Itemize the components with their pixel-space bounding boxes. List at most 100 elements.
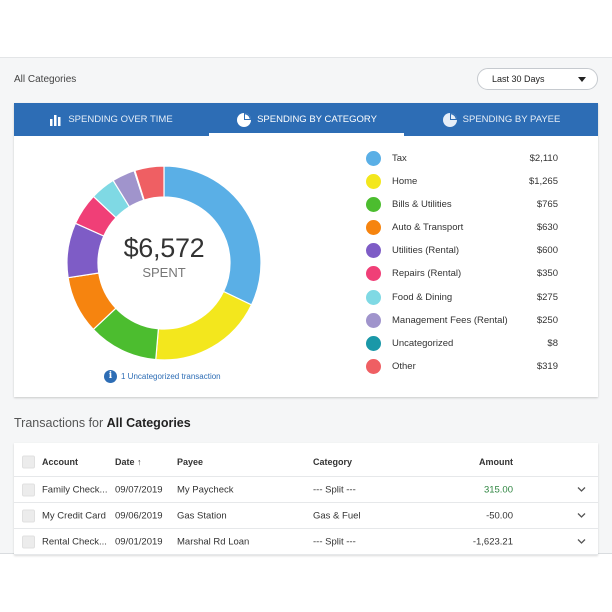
column-date[interactable]: Date ↑ xyxy=(115,457,142,467)
transactions-title: Transactions for All Categories xyxy=(14,416,191,430)
legend-item[interactable]: Food & Dining $275 xyxy=(366,288,558,311)
legend-swatch xyxy=(366,197,381,213)
row-payee: Marshal Rd Loan xyxy=(177,536,250,547)
row-checkbox[interactable] xyxy=(22,509,35,522)
table-row[interactable]: Family Check... 09/07/2019 My Paycheck --- … xyxy=(14,477,598,503)
legend-value: $600 xyxy=(536,245,558,257)
tab-bar: SPENDING OVER TIME SPENDING BY CATEGORY … xyxy=(14,103,598,136)
tab-label: SPENDING BY PAYEE xyxy=(462,114,561,125)
legend-value: $319 xyxy=(536,360,558,372)
legend-label: Repairs (Rental) xyxy=(392,268,462,280)
bar-chart-icon xyxy=(50,114,61,126)
chevron-down-icon[interactable] xyxy=(577,510,586,521)
table-row[interactable]: Rental Check... 09/01/2019 Marshal Rd Loan… xyxy=(14,529,598,555)
transactions-title-prefix: Transactions for xyxy=(14,416,104,430)
category-legend: Tax $2,110 Home $1,265 Bills & Utilities $765… xyxy=(366,149,558,380)
select-all-checkbox[interactable] xyxy=(22,455,35,468)
tab-spending-by-category[interactable]: SPENDING BY CATEGORY xyxy=(209,103,404,136)
period-select[interactable]: Last 30 Days xyxy=(477,68,598,90)
legend-label: Uncategorized xyxy=(392,337,454,349)
legend-item[interactable]: Uncategorized $8 xyxy=(366,334,558,357)
donut-svg xyxy=(66,165,262,361)
column-payee[interactable]: Payee xyxy=(177,456,204,467)
app-frame: All Categories Last 30 Days SPENDING OVE… xyxy=(0,57,612,555)
row-account: Family Check... xyxy=(42,484,108,495)
row-amount: 315.00 xyxy=(483,484,513,495)
category-filter-label: All Categories xyxy=(14,74,77,85)
caret-down-icon xyxy=(578,77,586,82)
legend-value: $275 xyxy=(536,291,558,303)
sort-ascending-icon: ↑ xyxy=(137,456,142,467)
total-spent-label: SPENT xyxy=(142,265,186,280)
legend-value: $765 xyxy=(536,199,558,211)
column-amount[interactable]: Amount xyxy=(479,456,513,467)
row-account: My Credit Card xyxy=(42,510,106,521)
tab-label: SPENDING OVER TIME xyxy=(68,114,173,125)
legend-item[interactable]: Management Fees (Rental) $250 xyxy=(366,311,558,334)
row-amount: -50.00 xyxy=(486,510,513,521)
legend-label: Bills & Utilities xyxy=(392,199,452,211)
legend-label: Food & Dining xyxy=(392,291,453,303)
row-category[interactable]: --- Split --- xyxy=(313,536,356,547)
legend-item[interactable]: Other $319 xyxy=(366,357,558,380)
row-date: 09/07/2019 xyxy=(115,484,163,495)
legend-value: $2,110 xyxy=(529,153,558,164)
legend-label: Tax xyxy=(392,153,407,164)
tab-spending-by-payee[interactable]: SPENDING BY PAYEE xyxy=(404,103,598,136)
legend-value: $250 xyxy=(536,314,558,326)
legend-swatch xyxy=(366,151,381,166)
period-select-value: Last 30 Days xyxy=(492,74,545,84)
row-payee: My Paycheck xyxy=(177,484,234,495)
legend-swatch xyxy=(366,335,381,351)
tab-spending-over-time[interactable]: SPENDING OVER TIME xyxy=(14,103,209,136)
legend-swatch xyxy=(366,289,381,305)
row-checkbox[interactable] xyxy=(22,535,35,548)
legend-label: Other xyxy=(392,360,416,372)
column-account[interactable]: Account xyxy=(42,456,78,467)
legend-swatch xyxy=(366,174,381,190)
legend-value: $8 xyxy=(547,337,558,349)
pie-chart-icon xyxy=(237,112,252,127)
table-row[interactable]: My Credit Card 09/06/2019 Gas Station Gas &… xyxy=(14,503,598,529)
legend-item[interactable]: Tax $2,110 xyxy=(366,149,558,172)
row-category[interactable]: --- Split --- xyxy=(313,484,356,495)
uncategorized-link[interactable]: i 1 Uncategorized transaction xyxy=(104,369,221,383)
legend-item[interactable]: Auto & Transport $630 xyxy=(366,218,558,241)
column-date-label: Date xyxy=(115,456,135,467)
filter-bar: All Categories Last 30 Days xyxy=(0,58,612,100)
uncategorized-link-text: 1 Uncategorized transaction xyxy=(121,371,221,381)
total-spent-amount: $6,572 xyxy=(123,233,205,263)
info-icon: i xyxy=(104,369,117,383)
donut-slice[interactable] xyxy=(155,290,253,361)
pie-chart-icon xyxy=(442,112,457,127)
table-header: Account Date ↑ Payee Category Amount xyxy=(14,447,598,477)
tab-label: SPENDING BY CATEGORY xyxy=(257,114,377,125)
row-date: 09/01/2019 xyxy=(115,536,163,547)
legend-swatch xyxy=(366,220,381,236)
row-date: 09/06/2019 xyxy=(115,510,163,521)
spending-card: SPENDING OVER TIME SPENDING BY CATEGORY … xyxy=(14,103,598,397)
legend-label: Management Fees (Rental) xyxy=(392,314,508,326)
row-checkbox[interactable] xyxy=(22,483,35,496)
donut-slice[interactable] xyxy=(134,165,165,201)
legend-item[interactable]: Utilities (Rental) $600 xyxy=(366,241,558,264)
legend-swatch xyxy=(366,312,381,328)
legend-swatch xyxy=(366,243,381,259)
legend-value: $1,265 xyxy=(528,176,558,188)
row-payee: Gas Station xyxy=(177,510,227,521)
legend-value: $630 xyxy=(536,222,558,234)
transactions-table: Account Date ↑ Payee Category Amount Fam… xyxy=(14,443,598,555)
legend-item[interactable]: Home $1,265 xyxy=(366,172,558,195)
chevron-down-icon[interactable] xyxy=(577,484,586,495)
legend-item[interactable]: Bills & Utilities $765 xyxy=(366,195,558,218)
column-category[interactable]: Category xyxy=(313,456,353,467)
donut-center: $6,572 SPENT xyxy=(54,233,274,280)
category-donut-chart: $6,572 SPENT xyxy=(54,153,274,373)
legend-label: Auto & Transport xyxy=(392,222,464,234)
row-category[interactable]: Gas & Fuel xyxy=(313,510,361,521)
row-amount: -1,623.21 xyxy=(472,536,513,547)
chevron-down-icon[interactable] xyxy=(577,536,586,547)
legend-value: $350 xyxy=(536,268,558,280)
row-account: Rental Check... xyxy=(42,536,107,547)
legend-item[interactable]: Repairs (Rental) $350 xyxy=(366,264,558,287)
